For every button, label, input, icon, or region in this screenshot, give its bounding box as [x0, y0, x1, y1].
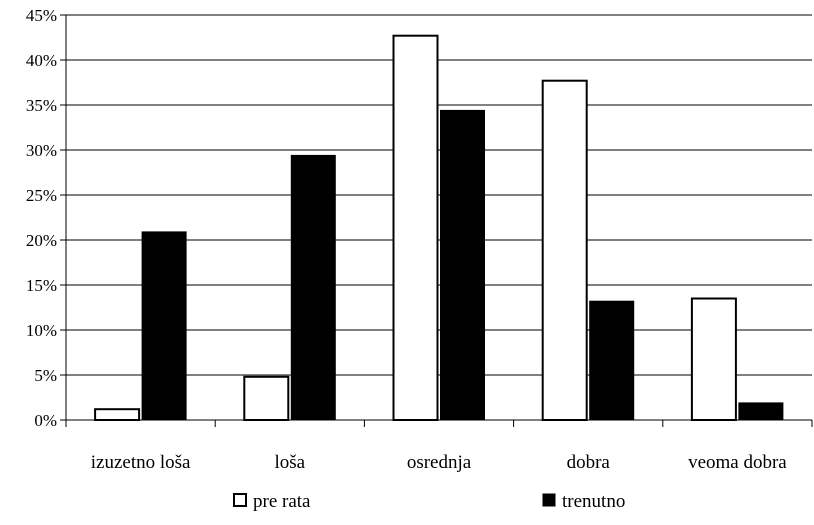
bar-pre-rata	[94, 408, 141, 422]
x-tick-label: veoma dobra	[688, 452, 787, 473]
y-tick-label: 0%	[34, 411, 57, 430]
legend-swatch-pre-rata	[233, 493, 247, 507]
x-tick-label: dobra	[567, 452, 611, 473]
y-tick-label: 5%	[34, 366, 57, 385]
x-tick-label: loša	[274, 452, 305, 473]
bar-trenutno	[141, 231, 187, 421]
y-tick-labels: 0% 5% 10% 15% 20% 25% 30% 35% 40% 45%	[26, 6, 57, 430]
x-tick-label: izuzetno loša	[91, 452, 191, 473]
y-tick-label: 20%	[26, 231, 57, 250]
bars	[94, 34, 784, 422]
legend-label-trenutno: trenutno	[562, 491, 625, 512]
bar-trenutno	[589, 300, 635, 421]
y-tick-label: 30%	[26, 141, 57, 160]
bar-pre-rata	[243, 375, 290, 421]
bar-pre-rata	[392, 34, 439, 421]
legend-swatch-trenutno	[542, 493, 556, 507]
y-tick-label: 10%	[26, 321, 57, 340]
bar-trenutno	[738, 402, 784, 421]
gridlines	[60, 14, 812, 421]
bar-pre-rata	[690, 297, 737, 421]
x-tick-labels: izuzetno loša loša osrednja dobra veoma dobr…	[91, 452, 788, 473]
bar-pre-rata	[541, 79, 588, 421]
legend: pre rata trenutno	[233, 491, 625, 512]
x-tick-label: osrednja	[407, 452, 472, 473]
y-tick-label: 25%	[26, 186, 57, 205]
y-tick-label: 35%	[26, 96, 57, 115]
y-tick-label: 45%	[26, 6, 57, 25]
y-tick-label: 15%	[26, 276, 57, 295]
axes	[65, 15, 813, 427]
legend-label-pre-rata: pre rata	[253, 491, 311, 512]
bar-trenutno	[290, 154, 336, 421]
bar-trenutno	[440, 109, 485, 421]
y-tick-label: 40%	[26, 51, 57, 70]
